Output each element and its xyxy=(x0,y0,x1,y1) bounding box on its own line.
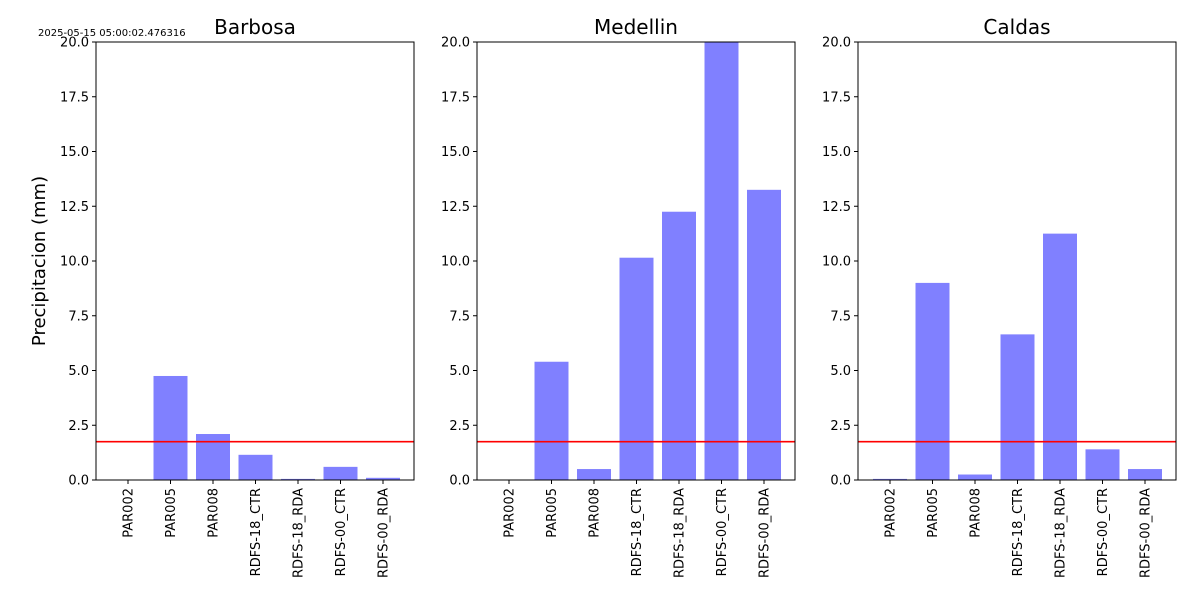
y-tick-label: 20.0 xyxy=(60,36,89,51)
y-tick-label: 15.0 xyxy=(60,145,89,160)
x-tick-label: RDFS-00_CTR xyxy=(715,488,730,576)
x-tick-label: RDFS-00_RDA xyxy=(1139,488,1154,578)
y-tick-label: 15.0 xyxy=(441,145,470,160)
x-tick-label: RDFS-18_CTR xyxy=(630,488,645,576)
bar-par005 xyxy=(153,375,188,480)
bar-rdfs-18_rda xyxy=(1043,233,1077,481)
x-tick-label: PAR002 xyxy=(884,488,899,538)
y-tick-label: 7.5 xyxy=(449,309,470,324)
y-tick-label: 5.0 xyxy=(68,364,89,379)
x-tick-label: PAR002 xyxy=(122,488,137,538)
bar-rdfs-18_ctr xyxy=(1000,334,1035,480)
y-tick-label: 10.0 xyxy=(441,255,470,270)
bar-rdfs-00_ctr xyxy=(1085,449,1120,480)
bar-rdfs-18_rda xyxy=(662,211,696,480)
chart-title: Caldas xyxy=(983,15,1050,39)
x-tick-label: RDFS-18_CTR xyxy=(1011,488,1026,576)
x-tick-label: PAR008 xyxy=(969,488,984,538)
bar-rdfs-18_rda xyxy=(281,478,315,480)
y-tick-label: 12.5 xyxy=(60,200,89,215)
y-tick-label: 5.0 xyxy=(449,364,470,379)
y-tick-label: 20.0 xyxy=(822,36,851,51)
bar-par005 xyxy=(915,282,950,480)
bar-rdfs-00_ctr xyxy=(704,42,739,480)
y-tick-label: 10.0 xyxy=(60,255,89,270)
plot-frame xyxy=(95,41,415,481)
x-tick-label: RDFS-00_CTR xyxy=(1096,488,1111,576)
x-tick-label: PAR005 xyxy=(926,488,941,538)
y-tick-label: 7.5 xyxy=(68,309,89,324)
y-tick-label: 12.5 xyxy=(822,200,851,215)
y-tick-label: 2.5 xyxy=(449,419,470,434)
y-axis-label: Precipitacion (mm) xyxy=(29,176,50,346)
x-tick-label: PAR008 xyxy=(588,488,603,538)
y-tick-label: 12.5 xyxy=(441,200,470,215)
bar-rdfs-18_ctr xyxy=(619,257,654,480)
bar-par008 xyxy=(577,469,611,480)
x-tick-label: RDFS-00_CTR xyxy=(334,488,349,576)
chart-panel-barbosa: 0.0 2.5 5.0 7.5 10.0 12.5 15.0 17.5 20.0 PAR002 PA… xyxy=(60,15,415,578)
x-tick-label: PAR005 xyxy=(545,488,560,538)
y-tick-label: 15.0 xyxy=(822,145,851,160)
bar-par008 xyxy=(958,474,992,480)
y-tick-label: 17.5 xyxy=(60,90,89,105)
bar-par002 xyxy=(873,478,907,480)
y-tick-label: 5.0 xyxy=(830,364,851,379)
x-tick-label: PAR002 xyxy=(503,488,518,538)
x-tick-label: PAR005 xyxy=(164,488,179,538)
x-tick-label: RDFS-00_RDA xyxy=(758,488,773,578)
chart-title: Barbosa xyxy=(214,15,296,39)
chart-title: Medellin xyxy=(594,15,678,39)
bar-par005 xyxy=(534,361,569,480)
x-tick-label: RDFS-18_RDA xyxy=(1054,488,1069,578)
y-tick-label: 0.0 xyxy=(449,474,470,489)
y-tick-label: 2.5 xyxy=(830,419,851,434)
bar-rdfs-00_rda xyxy=(366,477,400,480)
x-tick-label: RDFS-18_CTR xyxy=(249,488,264,576)
y-tick-label: 17.5 xyxy=(822,90,851,105)
bar-rdfs-00_rda xyxy=(747,189,781,480)
y-tick-label: 0.0 xyxy=(830,474,851,489)
bar-rdfs-00_ctr xyxy=(323,466,358,480)
timestamp-label: 2025-05-15 05:00:02.476316 xyxy=(38,28,186,39)
chart-panel-caldas: 0.0 2.5 5.0 7.5 10.0 12.5 15.0 17.5 20.0 PAR002 PA… xyxy=(822,15,1177,578)
bar-rdfs-18_ctr xyxy=(238,454,273,480)
x-tick-label: RDFS-00_RDA xyxy=(377,488,392,578)
y-tick-label: 2.5 xyxy=(68,419,89,434)
x-tick-label: RDFS-18_RDA xyxy=(673,488,688,578)
chart-panel-medellin: 0.0 2.5 5.0 7.5 10.0 12.5 15.0 17.5 20.0 PAR002 PA… xyxy=(441,15,796,578)
bar-rdfs-00_rda xyxy=(1128,469,1162,480)
y-tick-label: 10.0 xyxy=(822,255,851,270)
y-tick-label: 7.5 xyxy=(830,309,851,324)
x-tick-label: PAR008 xyxy=(207,488,222,538)
y-tick-label: 17.5 xyxy=(441,90,470,105)
y-tick-label: 20.0 xyxy=(441,36,470,51)
y-tick-label: 0.0 xyxy=(68,474,89,489)
x-tick-label: RDFS-18_RDA xyxy=(292,488,307,578)
